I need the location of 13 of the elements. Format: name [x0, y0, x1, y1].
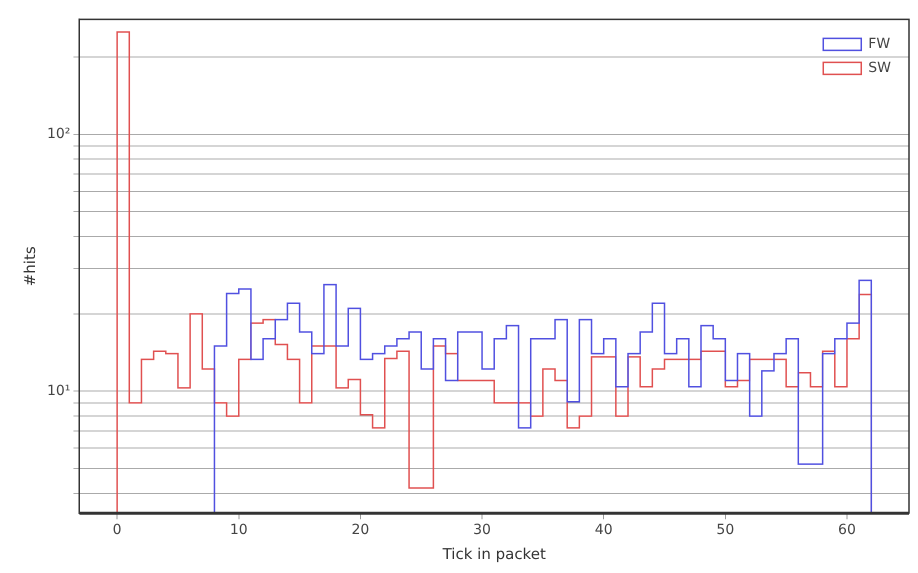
y-axis-title: #hits: [20, 246, 39, 286]
x-tick-label: 50: [716, 522, 734, 538]
x-axis-title: Tick in packet: [442, 544, 546, 563]
x-tick-label: 40: [594, 522, 613, 538]
x-tick-label: 20: [351, 522, 370, 538]
y-tick-label: 10²: [46, 126, 70, 142]
x-tick-label: 10: [230, 522, 248, 538]
x-tick-label: 60: [838, 522, 856, 538]
y-tick-label: 10¹: [46, 382, 70, 399]
x-tick-label: 30: [473, 522, 491, 538]
legend-label: FW: [868, 36, 890, 52]
legend-label: SW: [868, 60, 892, 76]
x-tick-label: 0: [112, 522, 122, 538]
